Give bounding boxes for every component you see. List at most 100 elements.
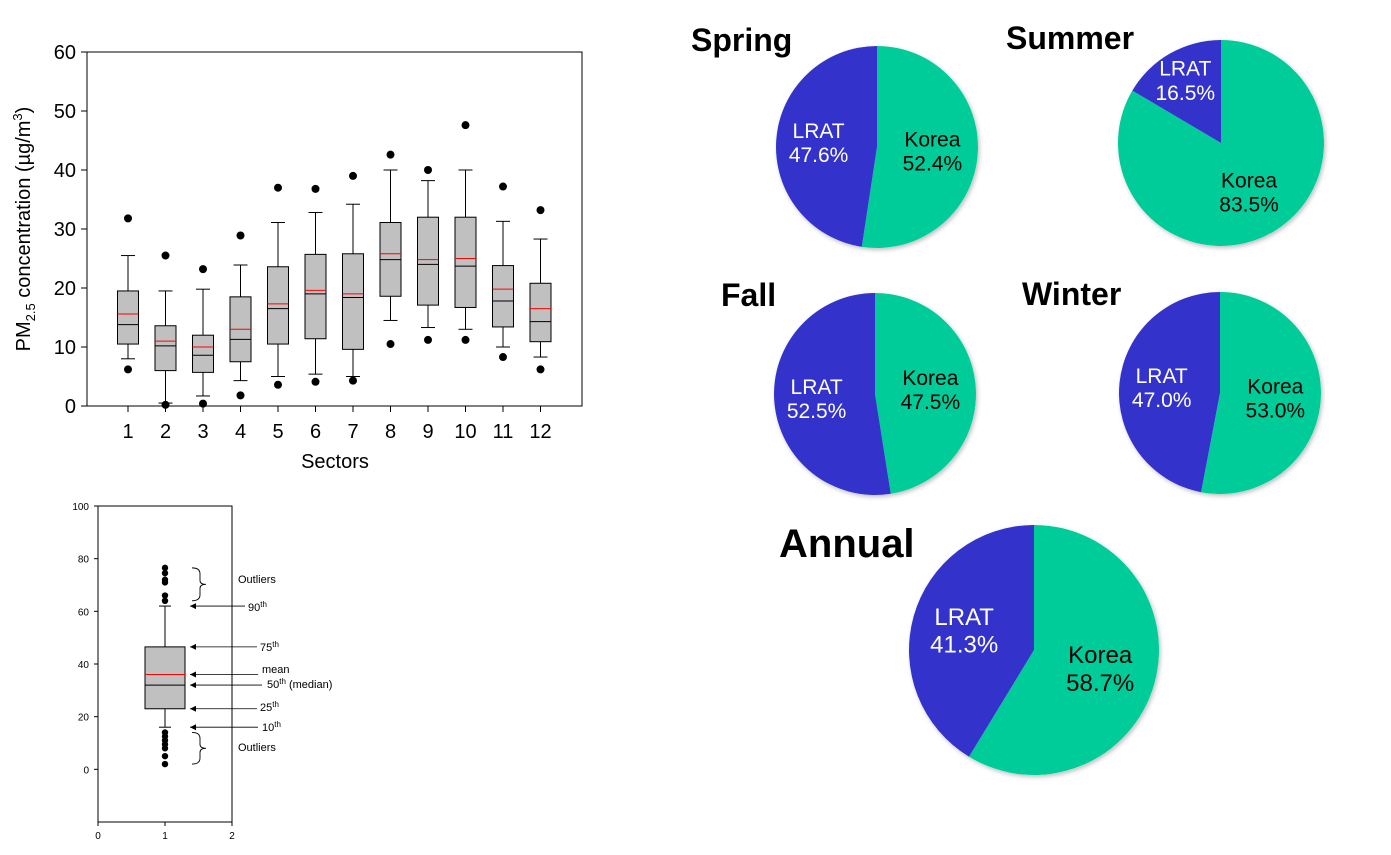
pie-label-lrat: LRAT [793,120,845,143]
legend-outlier-point [161,729,169,736]
boxplot-legend-example: 0 20 40 60 80 100 0 1 2 Outliers 90th 75th mean … [72,502,332,842]
legend-outlier-point [161,576,169,583]
pie-value-lrat: 52.5% [787,400,847,423]
pie-label-lrat: LRAT [1159,58,1211,81]
outlier-point [536,365,545,374]
y-axis-label: PM2.5 concentration (µg/m3) [10,107,38,352]
pie-value-korea: 58.7% [1066,670,1134,697]
legend-outlier-point [161,760,169,768]
pie-slice-korea [969,525,1159,775]
legend-arrow-head [190,643,196,650]
outlier-point [161,251,170,260]
x-tick-label: 1 [122,421,133,443]
outlier-point [274,183,282,192]
pie-value-lrat: 41.3% [930,632,998,659]
x-tick-label: 4 [235,421,246,443]
pie-value-korea: 83.5% [1219,194,1279,217]
box-sector-3 [192,265,214,408]
pie-label-lrat: LRAT [1136,365,1188,388]
pie-title: Spring [691,22,792,58]
box-sector-4 [229,231,252,400]
p10-label: 10th [262,720,281,734]
legend-axes: 0 20 40 60 80 100 0 1 2 [72,502,235,842]
box-sector-10 [454,121,477,344]
pie-label-lrat: LRAT [934,604,994,631]
pie-slice-korea [875,292,977,494]
pie-title: Summer [1006,20,1134,56]
pie-label-korea: Korea [1068,642,1133,669]
x-tick-label: 6 [310,421,321,443]
outlier-point [461,335,470,344]
outlier-point [311,184,320,193]
legend-arrow-head [190,724,196,731]
pie-slice-lrat [1119,292,1220,493]
pie-label-korea: Korea [1221,169,1277,192]
legend-arrow-head [190,603,196,610]
outlier-point [236,391,245,400]
x-tick-label: 12 [529,421,551,443]
x-tick-label: 10 [454,421,476,443]
pie-value-lrat: 47.6% [789,144,849,167]
x-tick-label: 5 [272,421,283,443]
box-iqr [492,265,514,328]
legend-outlier-point [161,564,169,572]
box-sector-7 [342,171,364,385]
box-sector-5 [267,183,289,389]
outlier-point [424,166,432,174]
y-tick-label: 40 [54,160,76,182]
box-iqr [417,216,439,306]
outlier-point [124,214,132,223]
legend-outlier-point [161,752,169,760]
legend-y-tick-label: 40 [78,660,90,671]
x-axis-label: Sectors [301,451,369,473]
legend-y-tick-label: 20 [78,713,90,724]
box-sector-12 [529,206,552,374]
y-tick-label: 10 [54,337,76,359]
box-iqr [117,290,139,345]
legend-x-tick-label: 2 [229,831,235,842]
legend-y-tick-label: 100 [72,502,89,513]
box-iqr [192,334,214,373]
pie-slice-lrat [774,293,891,495]
pie-slice-korea [861,46,978,249]
outlier-point [386,150,395,159]
y-axis: 0 10 20 30 40 50 60 [54,42,87,418]
outlier-point [161,400,170,409]
pie-slice-korea [1201,292,1321,494]
x-tick-label: 7 [347,421,358,443]
legend-arrow-head [190,671,196,678]
outlier-point [124,365,132,374]
outlier-point [236,231,245,240]
x-tick-label: 2 [160,421,171,443]
x-tick-label: 9 [422,421,433,443]
y-tick-label: 30 [54,219,76,241]
box-sector-2 [154,251,177,409]
legend-box-iqr [144,646,186,710]
median-label: 50th (median) [267,677,332,691]
legend-brace [191,732,207,765]
box-sector-9 [417,166,439,344]
box-sector-6 [304,184,327,386]
outlier-point [424,335,432,344]
outlier-point [499,353,507,362]
box-sector-8 [379,150,402,349]
legend-y-tick-label: 0 [83,765,89,776]
box-sector-1 [117,214,139,374]
outlier-point [274,380,282,389]
pie-label-korea: Korea [902,367,958,390]
pie-title: Fall [721,277,776,313]
pie-slice-lrat [909,525,1034,757]
outlier-point [386,340,395,349]
box-iqr [267,266,289,345]
outlier-point [311,377,320,386]
pie-title: Annual [779,522,915,566]
pie-slice-lrat [1132,40,1221,143]
outlier-point [536,206,545,215]
p90-label: 90th [248,600,267,614]
x-tick-label: 8 [385,421,396,443]
pie-value-lrat: 16.5% [1156,82,1216,105]
